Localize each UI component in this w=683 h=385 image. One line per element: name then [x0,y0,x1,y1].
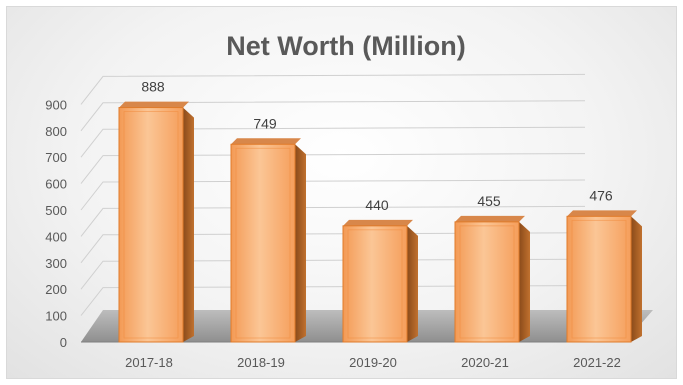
bar-top [567,210,637,217]
y-tick-label: 100 [45,309,67,324]
bar-chart: Net Worth (Million) 0 100 200 300 400 500 600 7… [45,31,653,370]
gridline [80,100,586,132]
gridline [80,73,586,105]
data-label: 888 [141,79,165,95]
bar-side [407,225,418,342]
x-tick-label: 2021-22 [573,355,621,370]
x-tick-label: 2018-19 [237,355,285,370]
bar-2018-19 [230,138,306,343]
data-label: 749 [253,115,277,131]
data-label: 440 [365,197,389,213]
bar-2021-22 [566,210,642,343]
gridlines [80,73,586,316]
x-axis: 2017-18 2018-19 2019-20 2020-21 2021-22 [125,355,621,370]
gridline [80,126,586,158]
bar-2020-21 [454,215,530,343]
y-tick-label: 900 [45,97,67,112]
y-axis: 0 100 200 300 400 500 600 700 800 900 [45,97,67,350]
bar-front [454,221,520,343]
y-tick-label: 300 [45,256,67,271]
bar-top [343,219,413,226]
data-label: 455 [477,193,501,209]
bar-inner-edge [347,229,403,339]
bar-top [119,101,189,108]
bar-front [118,107,184,343]
chart-area: Net Worth (Million) 0 100 200 300 400 500 600 7… [6,6,677,379]
gridline [80,285,586,316]
bar-inner-edge [235,147,291,339]
y-tick-label: 600 [45,177,67,192]
bar-side [295,144,306,342]
data-labels: 888 749 440 455 476 [141,79,613,213]
gridline [80,179,586,211]
x-tick-label: 2017-18 [125,355,173,370]
bar-2017-18 [118,101,194,343]
gridline [80,205,586,237]
bar-front [566,215,632,343]
y-tick-label: 500 [45,203,67,218]
bar-top [231,138,301,145]
bar-top [455,215,525,222]
y-tick-label: 200 [45,282,67,297]
data-label: 476 [589,187,613,203]
bar-side [631,216,642,342]
chart-title: Net Worth (Million) [226,31,465,61]
bar-inner-edge [123,111,179,339]
x-tick-label: 2019-20 [349,355,397,370]
bars [118,101,642,343]
bar-front [230,143,296,343]
x-tick-label: 2020-21 [461,355,509,370]
y-tick-label: 800 [45,124,67,139]
y-tick-label: 0 [60,335,67,350]
y-tick-label: 700 [45,150,67,165]
bar-side [519,221,530,342]
bar-2019-20 [342,219,418,343]
bar-front [342,225,408,343]
bar-inner-edge [571,219,627,339]
gridline [80,258,586,290]
bar-inner-edge [459,225,515,339]
bar-side [183,107,194,343]
gridline [80,153,586,184]
y-tick-label: 400 [45,229,67,244]
gridline [80,232,586,264]
